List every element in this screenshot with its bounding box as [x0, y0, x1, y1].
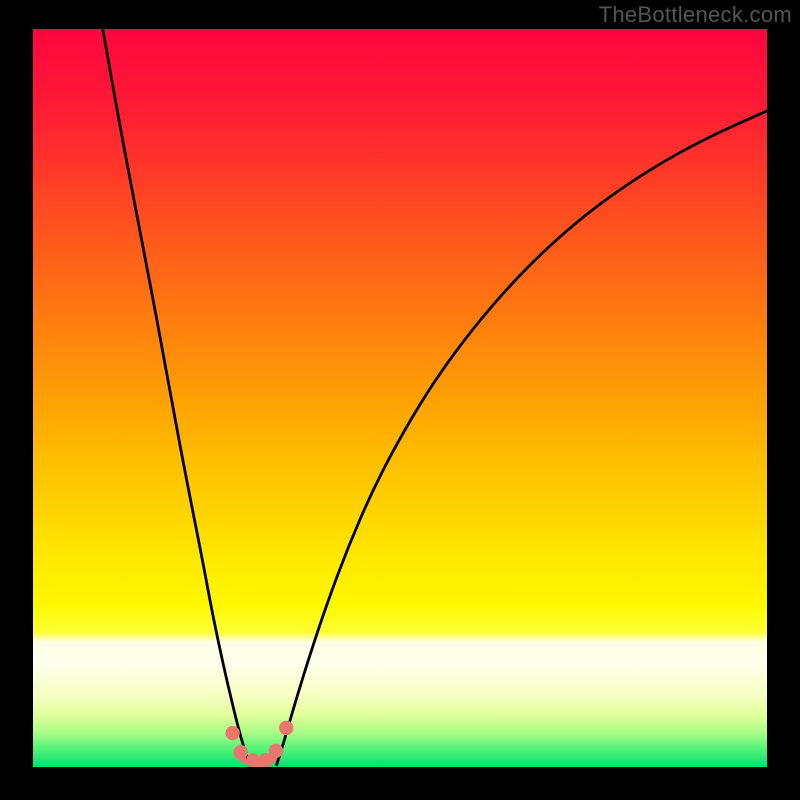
valley-dot — [269, 744, 283, 758]
border-bottom — [0, 767, 800, 800]
valley-dot — [279, 721, 293, 735]
valley-dot — [234, 745, 248, 759]
plot-background — [33, 29, 767, 767]
valley-dot — [246, 753, 260, 767]
border-left — [0, 0, 33, 800]
bottleneck-chart — [0, 0, 800, 800]
border-right — [767, 0, 800, 800]
watermark-text: TheBottleneck.com — [599, 2, 792, 28]
chart-frame: TheBottleneck.com — [0, 0, 800, 800]
valley-dot — [225, 726, 239, 740]
